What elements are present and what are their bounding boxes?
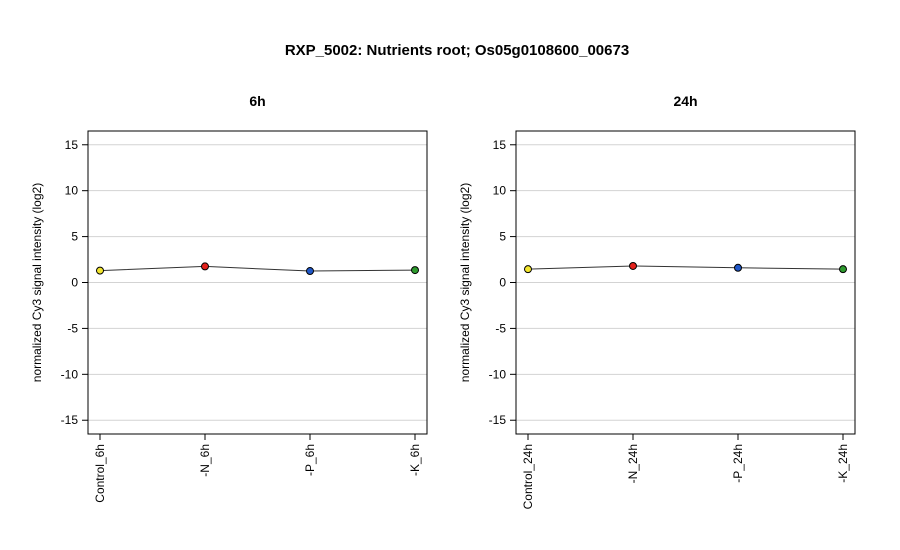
series-line [527, 265, 844, 270]
panel-title: 24h [673, 93, 697, 109]
data-point [201, 262, 209, 271]
data-point [734, 263, 742, 272]
y-tick-label: 5 [499, 230, 506, 244]
y-tick-label: 0 [71, 276, 78, 290]
y-tick-label: -5 [67, 321, 78, 335]
x-category-label: -P_6h [303, 444, 317, 476]
y-tick-label: 0 [499, 276, 506, 290]
x-category-label: -P_24h [731, 444, 745, 483]
data-point [629, 261, 637, 270]
y-axis-label: normalized Cy3 signal intensity (log2) [30, 183, 44, 382]
y-axis-label: normalized Cy3 signal intensity (log2) [458, 183, 472, 382]
y-tick-label: -15 [489, 413, 507, 427]
x-category-label: Control_6h [93, 444, 107, 503]
x-category-label: -K_24h [836, 444, 850, 483]
chart-panel-24h: 24h -15 -10 -5 0 5 10 15 normalized Cy3 signal i… [458, 93, 856, 509]
x-category-label: -N_24h [626, 444, 640, 483]
data-point [839, 265, 847, 274]
data-point [524, 265, 532, 274]
figure-title: RXP_5002: Nutrients root; Os05g0108600_0… [285, 42, 629, 59]
data-point [411, 266, 419, 275]
data-point [96, 266, 104, 275]
x-category-label: -K_6h [408, 444, 422, 476]
y-tick-label: 15 [493, 138, 507, 152]
y-tick-label: 10 [493, 184, 507, 198]
series-line [99, 265, 416, 272]
chart-panel-6h: 6h -15 -10 -5 0 5 10 15 normalized Cy3 signal in… [30, 93, 428, 503]
y-tick-label: -5 [495, 321, 506, 335]
x-category-label: Control_24h [521, 444, 535, 509]
y-tick-label: -10 [61, 367, 79, 381]
y-tick-label: -15 [61, 413, 79, 427]
y-tick-label: -10 [489, 367, 507, 381]
panel-title: 6h [249, 93, 265, 109]
y-tick-label: 10 [65, 184, 79, 198]
y-tick-label: 15 [65, 138, 79, 152]
plot-frame [515, 130, 856, 435]
data-point [306, 267, 314, 276]
plot-frame [87, 130, 428, 435]
y-tick-label: 5 [71, 230, 78, 244]
x-category-label: -N_6h [198, 444, 212, 477]
